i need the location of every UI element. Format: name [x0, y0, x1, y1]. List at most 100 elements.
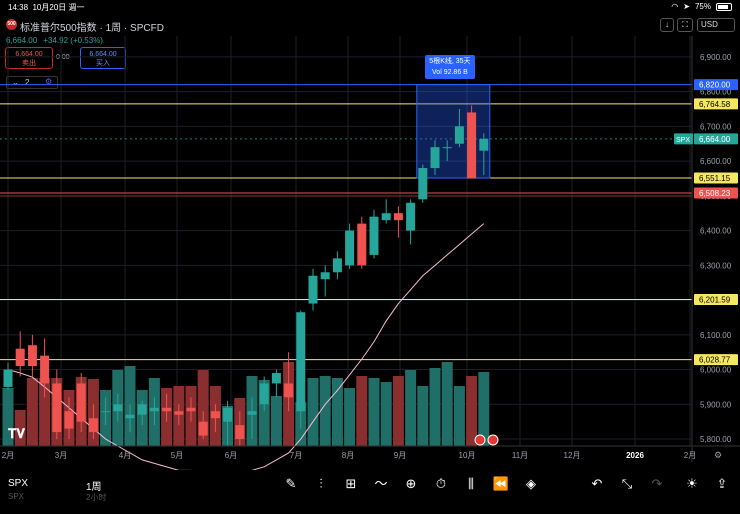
candle-body: [3, 369, 13, 387]
collapse-icon[interactable]: ⤡: [621, 476, 633, 491]
candle-body: [149, 407, 159, 412]
fullscreen-icon[interactable]: ⛶: [677, 18, 693, 32]
chevron-down-icon: ⌄: [12, 78, 19, 87]
alert-clock-icon[interactable]: ⏱: [435, 476, 447, 491]
volume-bar: [319, 376, 331, 446]
price-tick-label: 6,300.00: [700, 261, 732, 270]
volume-bar: [39, 378, 51, 446]
time-tick-label: 5月: [171, 451, 183, 460]
candle-body: [186, 407, 196, 412]
chart-type-icon[interactable]: ⫶: [319, 476, 323, 491]
undo-icon[interactable]: ↶: [591, 476, 603, 491]
time-tick-label: 4月: [119, 451, 131, 460]
draw-pen-icon[interactable]: ✎: [285, 476, 297, 491]
candle-body: [381, 213, 391, 221]
price-label-bg: [694, 187, 738, 199]
price-label: 6,508.23: [699, 189, 731, 198]
volume-bar: [368, 378, 380, 446]
candle-body: [52, 383, 62, 433]
candlestick-chart[interactable]: 6,900.006,800.006,700.006,600.006,500.00…: [0, 36, 740, 470]
price-label-bg: [694, 354, 738, 366]
price-label: 6,551.15: [699, 174, 731, 183]
price-tick-label: 5,800.00: [700, 435, 732, 444]
candle-body: [198, 421, 208, 436]
time-tick-label: 2月: [684, 451, 696, 460]
price-label-bg: [694, 79, 738, 91]
symbol-tag-bg: [674, 133, 693, 145]
volume-bar: [331, 378, 343, 446]
volume-bar: [356, 376, 368, 446]
bottom-symbol-sub: SPX: [8, 492, 25, 501]
layers-icon[interactable]: ◈: [526, 476, 536, 491]
candle-body: [88, 418, 98, 433]
candle-body: [235, 425, 245, 440]
redo-icon[interactable]: ↷: [651, 476, 663, 491]
bottom-symbol[interactable]: SPX: [8, 478, 29, 489]
share-icon[interactable]: ⇪: [716, 476, 728, 491]
currency-select[interactable]: USD: [697, 18, 735, 32]
candle-body: [320, 272, 330, 280]
indicator-count: 2: [25, 78, 30, 87]
volume-bar: [405, 370, 417, 446]
volume-bar: [270, 396, 282, 446]
symbol-title[interactable]: 标准普尔500指数 · 1周 · SPCFD: [20, 23, 164, 34]
indicators-icon[interactable]: 〜: [374, 476, 388, 491]
status-time-date: 14:38 10月20日 週一: [8, 3, 85, 12]
candle-body: [454, 126, 464, 144]
price-change-value: +34.92 (+0.53%): [43, 36, 103, 45]
indicators-toggle[interactable]: ⌄ 2 ⚙: [6, 76, 58, 89]
price-tick-label: 6,000.00: [700, 366, 732, 375]
volume-bar: [258, 380, 270, 446]
event-flag-icon: [487, 434, 499, 446]
candles-icon[interactable]: ⫼: [468, 476, 474, 491]
lightbulb-icon[interactable]: ☀: [686, 476, 698, 491]
sell-button[interactable]: 6,664.00 卖出: [5, 47, 53, 69]
volume-bar: [307, 378, 319, 446]
volume-bar: [392, 376, 404, 446]
candle-body: [64, 411, 74, 429]
price-label-bg: [694, 98, 738, 110]
moving-average-line: [7, 223, 485, 470]
candle-body: [296, 312, 306, 412]
time-tick-label: 8月: [342, 451, 354, 460]
candle-body: [125, 414, 135, 419]
time-tick-label: 2月: [2, 451, 14, 460]
axis-settings-gear-icon[interactable]: ⚙: [714, 450, 722, 460]
volume-bar: [417, 386, 429, 446]
candle-body: [210, 411, 220, 419]
bottom-toolbar: SPX SPX 1周 2小时 ✎ ⫶ ⊞ 〜 ⊕ ⏱ ⫼ ⏪ ◈ ↶ ⤡ ↷ ☀…: [0, 470, 740, 514]
time-tick-label: 7月: [290, 451, 302, 460]
price-label: 6,664.00: [699, 135, 731, 144]
bottom-timeframe[interactable]: 1周: [86, 482, 102, 493]
volume-bar: [2, 388, 14, 446]
candle-body: [162, 407, 172, 412]
status-right: ◠ ➤ 75%: [671, 2, 732, 11]
gear-icon[interactable]: ⚙: [45, 77, 53, 86]
add-icon[interactable]: ⊕: [405, 476, 417, 491]
bottom-timeframe-sub: 2小时: [86, 493, 107, 502]
replay-icon[interactable]: ⏪: [492, 476, 510, 491]
candle-body: [406, 202, 416, 231]
price-label: 6,820.00: [699, 81, 731, 90]
download-icon[interactable]: ↓: [660, 18, 674, 32]
price-tick-label: 6,800.00: [700, 88, 732, 97]
price-tick-label: 6,900.00: [700, 53, 732, 62]
candle-body: [284, 383, 294, 398]
candle-body: [418, 168, 428, 200]
volume-bar: [466, 376, 478, 446]
price-label: 6,028.77: [699, 356, 731, 365]
volume-bar: [197, 370, 209, 446]
symbol-logo: 500: [6, 19, 17, 30]
volume-bar: [344, 388, 356, 446]
last-price: 6,664.00: [6, 36, 38, 45]
event-flag-icon: [474, 434, 486, 446]
layouts-grid-icon[interactable]: ⊞: [345, 476, 357, 491]
price-change: 6,664.00 +34.92 (+0.53%): [6, 36, 103, 45]
volume-bar: [429, 368, 441, 446]
candle-body: [27, 345, 37, 367]
tradingview-logo: 𝐓𝐕: [8, 426, 25, 441]
status-bar: 14:38 10月20日 週一 ◠ ➤ 75%: [0, 0, 740, 14]
time-tick-label: 9月: [394, 451, 406, 460]
candle-body: [259, 383, 269, 405]
candle-body: [15, 348, 25, 367]
